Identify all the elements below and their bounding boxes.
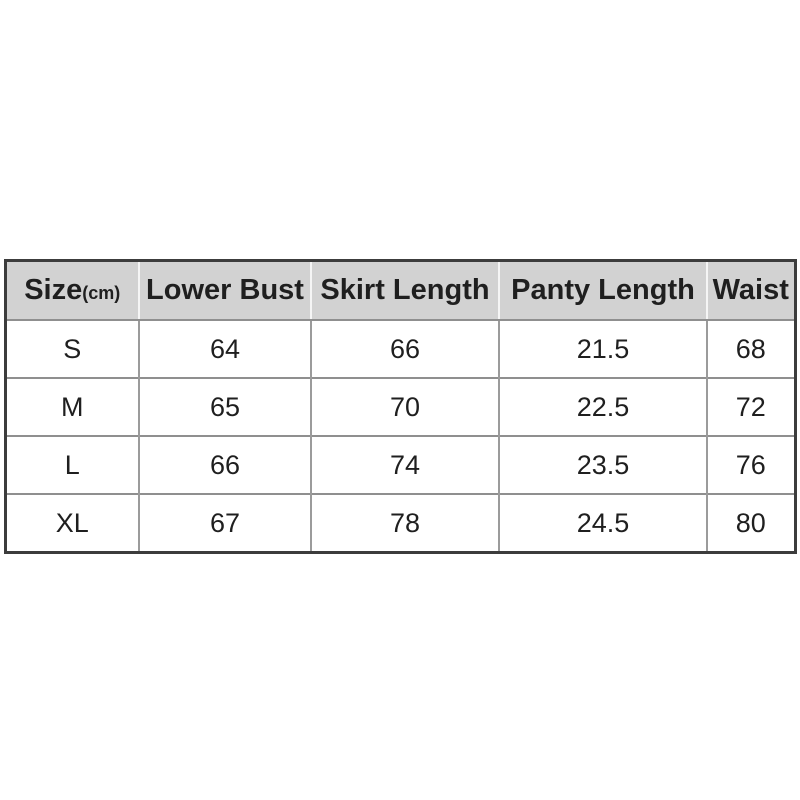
size-chart-page: Size(cm) Lower Bust Skirt Length Panty L… [0, 259, 800, 800]
cell-size: S [5, 320, 139, 378]
cell-panty-length: 24.5 [498, 493, 707, 553]
cell-panty-length: 23.5 [498, 435, 707, 494]
cell-waist: 72 [706, 377, 795, 436]
cell-panty-length: 21.5 [498, 320, 707, 378]
table-row-m: M 65 70 22.5 72 [5, 377, 795, 436]
table-row-s: S 64 66 21.5 68 [5, 320, 795, 378]
cell-lower-bust: 66 [138, 435, 311, 494]
column-header-panty-length: Panty Length [498, 260, 707, 321]
column-header-size: Size(cm) [5, 260, 139, 321]
cell-lower-bust: 67 [138, 493, 311, 553]
cell-waist: 68 [706, 320, 795, 378]
cell-skirt-length: 74 [310, 435, 499, 494]
size-chart-table: Size(cm) Lower Bust Skirt Length Panty L… [3, 259, 797, 554]
cell-lower-bust: 64 [138, 320, 311, 378]
cell-size: XL [5, 493, 139, 553]
cell-panty-length: 22.5 [498, 377, 707, 436]
size-label: Size [24, 274, 83, 306]
cell-size: L [5, 435, 139, 494]
column-header-lower-bust: Lower Bust [138, 260, 311, 321]
column-header-skirt-length: Skirt Length [310, 260, 499, 321]
column-header-waist: Waist [706, 260, 795, 321]
table-header-row: Size(cm) Lower Bust Skirt Length Panty L… [5, 260, 795, 321]
cell-skirt-length: 66 [310, 320, 499, 378]
table-row-xl: XL 67 78 24.5 80 [5, 493, 795, 553]
cell-skirt-length: 78 [310, 493, 499, 553]
table-row-l: L 66 74 23.5 76 [5, 435, 795, 494]
cell-lower-bust: 65 [138, 377, 311, 436]
cell-waist: 80 [706, 493, 795, 553]
cell-size: M [5, 377, 139, 436]
cell-waist: 76 [706, 435, 795, 494]
cell-skirt-length: 70 [310, 377, 499, 436]
size-unit-label: (cm) [82, 283, 121, 303]
